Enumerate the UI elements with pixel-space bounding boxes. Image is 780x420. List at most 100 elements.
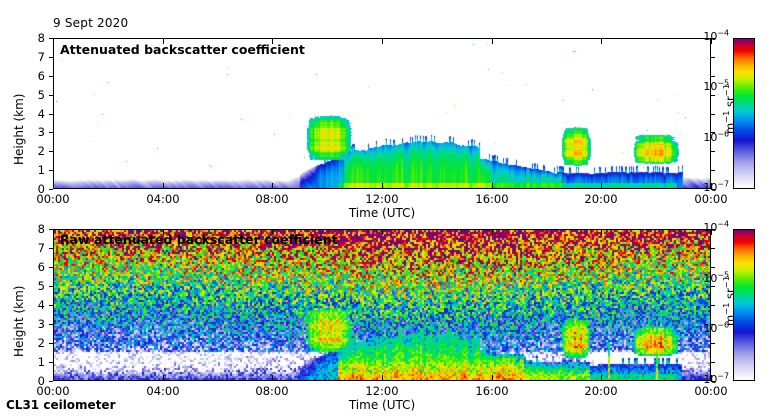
colorbar-tick-1-5: 10−5: [703, 270, 729, 285]
ytick-label-p0-8: 8: [37, 31, 45, 45]
ytick-mark-right-p1-1: [711, 362, 715, 363]
ytick-mark-p1-1: [49, 362, 53, 363]
ytick-label-p0-7: 7: [37, 50, 45, 64]
xtick-mark-top-p0-0: [53, 38, 54, 44]
ytick-mark-p0-8: [49, 38, 53, 39]
xtick-mark-top-p1-0: [53, 229, 54, 235]
colorbar-panel1: [733, 38, 755, 189]
xtick-mark-top-p1-20: [601, 229, 602, 235]
colorbar-tick-0-6: 10−6: [703, 129, 729, 144]
ytick-mark-p0-3: [49, 132, 53, 133]
ytick-mark-right-p1-5: [711, 286, 715, 287]
ytick-mark-right-p0-4: [711, 114, 715, 115]
xtick-label-p1-12: 12:00: [365, 384, 399, 398]
ytick-label-p1-2: 2: [37, 336, 45, 350]
ytick-label-p1-4: 4: [37, 298, 45, 312]
ytick-mark-right-p0-6: [711, 76, 715, 77]
xtick-label-p0-12: 12:00: [365, 192, 399, 206]
ytick-mark-p0-4: [49, 114, 53, 115]
ytick-label-p1-5: 5: [37, 279, 45, 293]
ytick-label-p1-3: 3: [37, 317, 45, 331]
colorbar-gradient-panel2: [734, 230, 754, 380]
ytick-label-p0-2: 2: [37, 144, 45, 158]
xtick-label-p0-20: 20:00: [584, 192, 618, 206]
xtick-label-p0-4: 04:00: [146, 192, 180, 206]
ytick-label-p0-1: 1: [37, 163, 45, 177]
xtick-mark-bottom-p1-4: [163, 375, 164, 381]
xtick-label-p1-16: 16:00: [475, 384, 509, 398]
ytick-label-p1-6: 6: [37, 260, 45, 274]
xtick-mark-bottom-p1-16: [492, 375, 493, 381]
ytick-mark-p1-2: [49, 343, 53, 344]
ytick-label-p1-0: 0: [37, 374, 45, 388]
xtick-label-p0-8: 08:00: [255, 192, 289, 206]
colorbar-tick-1-4: 10−4: [703, 219, 729, 234]
colorbar-gradient-panel1: [734, 39, 754, 188]
xtick-label-p0-16: 16:00: [475, 192, 509, 206]
xtick-label-p0-0: 00:00: [36, 192, 70, 206]
xtick-mark-bottom-p1-24: [711, 375, 712, 381]
xtick-mark-bottom-p0-12: [382, 183, 383, 189]
xlabel-time-panel2: Time (UTC): [348, 398, 416, 412]
xtick-label-p1-0: 00:00: [36, 384, 70, 398]
ytick-mark-right-p0-0: [711, 189, 715, 190]
instrument-label: CL31 ceilometer: [6, 398, 116, 412]
ytick-mark-right-p0-3: [711, 132, 715, 133]
xtick-mark-bottom-p1-0: [53, 375, 54, 381]
xtick-mark-top-p1-24: [711, 229, 712, 235]
xtick-label-p1-20: 20:00: [584, 384, 618, 398]
xtick-mark-bottom-p1-8: [272, 375, 273, 381]
ytick-mark-right-p0-1: [711, 170, 715, 171]
ytick-mark-p1-7: [49, 248, 53, 249]
colorbar-tick-0-4: 10−4: [703, 28, 729, 43]
xtick-mark-bottom-p0-4: [163, 183, 164, 189]
ytick-mark-right-p1-3: [711, 324, 715, 325]
xtick-mark-top-p0-8: [272, 38, 273, 44]
xtick-mark-top-p0-4: [163, 38, 164, 44]
colorbar-tick-0-5: 10−5: [703, 78, 729, 93]
ytick-label-p0-3: 3: [37, 125, 45, 139]
xtick-label-p1-4: 04:00: [146, 384, 180, 398]
ytick-label-p1-7: 7: [37, 241, 45, 255]
ytick-mark-p0-5: [49, 95, 53, 96]
ytick-mark-right-p0-7: [711, 57, 715, 58]
xtick-mark-bottom-p1-12: [382, 375, 383, 381]
heatmap-attenuated-backscatter: [54, 39, 710, 188]
xtick-mark-top-p1-16: [492, 229, 493, 235]
ytick-mark-p0-6: [49, 76, 53, 77]
ytick-mark-right-p0-5: [711, 95, 715, 96]
ytick-label-p0-6: 6: [37, 69, 45, 83]
xtick-mark-top-p0-16: [492, 38, 493, 44]
xtick-mark-bottom-p0-0: [53, 183, 54, 189]
ytick-mark-p1-5: [49, 286, 53, 287]
heatmap-raw-attenuated-backscatter: [54, 230, 710, 380]
xtick-mark-bottom-p0-20: [601, 183, 602, 189]
xtick-mark-top-p1-8: [272, 229, 273, 235]
xtick-label-p1-24: 00:00: [694, 384, 728, 398]
xtick-mark-top-p1-12: [382, 229, 383, 235]
plot-area-raw-attenuated-backscatter[interactable]: [53, 229, 711, 381]
ytick-mark-p1-6: [49, 267, 53, 268]
colorbar-tick-1-7: 10−7: [703, 371, 729, 386]
plot-area-attenuated-backscatter[interactable]: [53, 38, 711, 189]
ytick-mark-p0-0: [49, 189, 53, 190]
xtick-label-p0-24: 00:00: [694, 192, 728, 206]
xtick-mark-top-p1-4: [163, 229, 164, 235]
ytick-mark-right-p1-2: [711, 343, 715, 344]
colorbar-tick-1-6: 10−6: [703, 320, 729, 335]
xtick-mark-bottom-p0-16: [492, 183, 493, 189]
ytick-mark-p0-7: [49, 57, 53, 58]
ytick-mark-p1-0: [49, 381, 53, 382]
ytick-mark-right-p1-0: [711, 381, 715, 382]
colorbar-panel2: [733, 229, 755, 381]
colorbar-tick-0-7: 10−7: [703, 179, 729, 194]
xtick-mark-bottom-p0-24: [711, 183, 712, 189]
xlabel-time-panel1: Time (UTC): [348, 206, 416, 220]
ytick-label-p0-5: 5: [37, 88, 45, 102]
ytick-mark-p0-1: [49, 170, 53, 171]
xtick-mark-top-p0-12: [382, 38, 383, 44]
ytick-mark-right-p1-8: [711, 229, 715, 230]
ytick-mark-p1-8: [49, 229, 53, 230]
ytick-mark-right-p0-2: [711, 151, 715, 152]
xtick-mark-top-p0-24: [711, 38, 712, 44]
